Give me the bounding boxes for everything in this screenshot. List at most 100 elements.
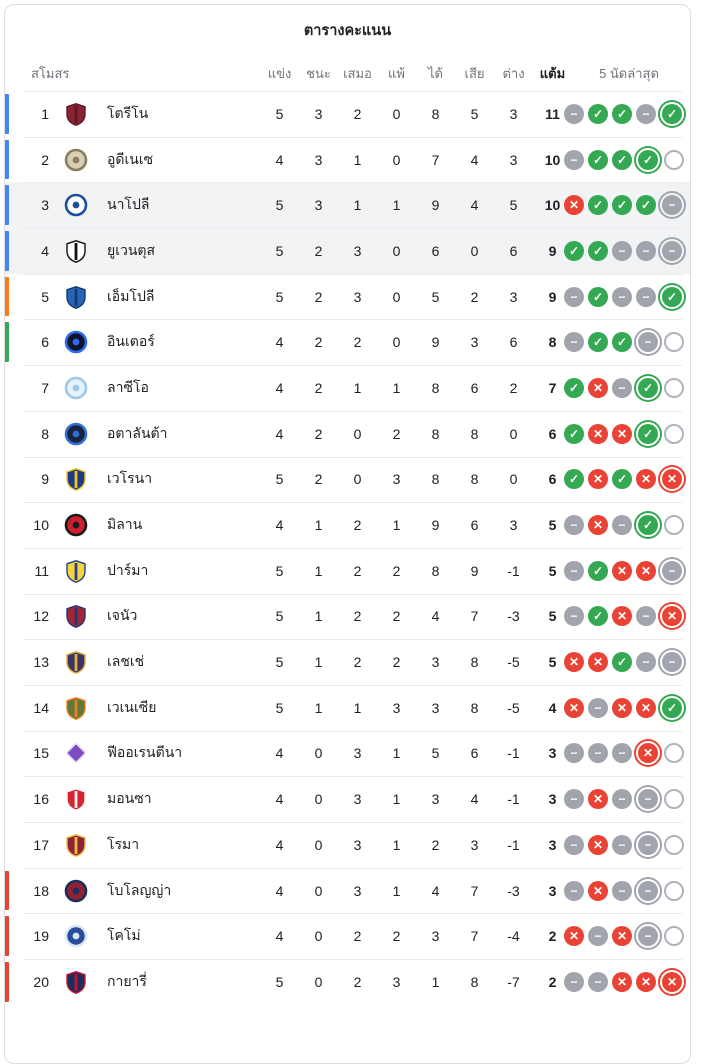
stat-played: 4 [275,928,284,945]
table-row[interactable]: 11 ปาร์มา 5 1 2 2 8 9 -1 5− ✓ ✕ ✕ − [5,547,690,594]
qualification-bar [5,94,9,134]
team-name[interactable]: ยูเวนตุส [107,241,156,258]
stat-goal-diff: 0 [509,425,518,442]
stat-loss: 1 [392,517,401,534]
stat-win: 1 [314,699,323,716]
table-row[interactable]: 9 เวโรนา 5 2 0 3 8 8 0 6 ✓ ✕ ✓ ✕ ✕ [5,456,690,503]
team-name[interactable]: ลาซีโอ [107,378,149,395]
position-number: 5 [41,288,49,305]
position-number: 16 [33,791,49,808]
form-last5: − ✓ ✓ − ✓ [564,103,690,124]
stat-goal-diff: -3 [507,608,520,625]
stat-goals-for: 4 [431,882,440,899]
form-upcoming-icon [664,880,684,901]
stat-goal-diff: 0 [509,471,518,488]
table-row[interactable]: 7 ลาซีโอ 4 2 1 1 8 6 2 7 ✓ ✕ − ✓ [5,365,690,411]
stat-win: 2 [314,425,323,442]
stat-draw: 2 [353,334,362,351]
table-row[interactable]: 3 นาโปลี 5 3 1 1 9 4 5 10 ✕ ✓ ✓ ✓ − [5,182,690,229]
stat-loss: 3 [392,699,401,716]
stat-goal-diff: 3 [509,151,518,168]
form-loss-icon: ✕ [612,971,632,992]
form-win-icon: ✓ [588,332,608,353]
team-name[interactable]: อูดีเนเซ [107,150,154,167]
table-row[interactable]: 10 มิลาน 4 1 2 1 9 6 3 5− ✕ − ✓ [5,502,690,548]
form-draw-icon: − [638,926,658,947]
team-name[interactable]: โบโลญญ่า [107,881,172,898]
stat-played: 5 [275,562,284,579]
form-draw-icon: − [612,515,632,536]
team-name[interactable]: เวเนเซีย [107,698,157,715]
team-name[interactable]: เอ็มโปลี [107,287,155,304]
page-title: ตารางคะแนน [303,22,392,39]
form-draw-icon: − [636,240,656,261]
team-name[interactable]: เลชเช่ [107,653,145,670]
team-name[interactable]: โรมา [107,835,140,852]
team-name[interactable]: เจนัว [107,607,138,624]
team-name[interactable]: มอนซา [107,790,152,807]
form-draw-icon: − [638,834,658,855]
stat-loss: 2 [392,425,401,442]
form-win-icon: ✓ [564,469,584,490]
form-upcoming-icon [664,377,684,398]
stat-goal-diff: 5 [509,197,518,214]
stat-win: 0 [314,973,323,990]
stat-played: 5 [275,654,284,671]
form-draw-icon: − [564,743,584,764]
form-last5: ✓ ✕ ✓ ✕ ✕ [564,469,690,490]
team-name[interactable]: โตรีโน [107,104,149,121]
position-number: 18 [33,882,49,899]
team-name[interactable]: โคโม่ [107,927,141,944]
stat-win: 3 [314,151,323,168]
stat-points: 9 [548,288,557,305]
position-number: 14 [33,699,49,716]
table-row[interactable]: 6 อินเตอร์ 4 2 2 0 9 3 6 8− ✓ ✓ − [5,319,690,366]
team-logo [57,559,95,583]
stat-goals-against: 5 [470,105,479,122]
column-played: แข่ง [267,65,292,81]
team-name[interactable]: กายารี่ [107,972,147,989]
team-name[interactable]: เวโรนา [107,470,153,487]
table-row[interactable]: 8 อตาลันต้า 4 2 0 2 8 8 0 6 ✓ ✕ ✕ ✓ [5,410,690,457]
table-row[interactable]: 20 กายารี่ 5 0 2 3 1 8 -7 2− − ✕ ✕ ✕ [5,959,690,1005]
table-row[interactable]: 19 โคโม่ 4 0 2 2 3 7 -4 2 ✕ − ✕ − [5,913,690,960]
stat-draw: 3 [353,242,362,259]
team-name[interactable]: นาโปลี [107,196,150,213]
position-number: 4 [41,242,49,259]
position-number: 11 [34,562,49,579]
form-loss-icon: ✕ [588,880,608,901]
form-upcoming-icon [664,743,684,764]
team-logo [57,604,95,629]
table-row[interactable]: 14 เวเนเซีย 5 1 1 3 3 8 -5 4 ✕ − ✕ ✕ ✓ [5,684,690,731]
stat-goals-for: 5 [431,288,440,305]
stat-draw: 2 [353,654,362,671]
table-row[interactable]: 4 ยูเวนตุส 5 2 3 0 6 0 6 9 ✓ ✓ − − − [5,228,690,274]
stat-points: 2 [548,928,557,945]
team-name[interactable]: ปาร์มา [107,561,149,578]
form-upcoming-icon [664,834,684,855]
team-logo [57,879,95,903]
table-row[interactable]: 13 เลชเช่ 5 1 2 2 3 8 -5 5 ✕ ✕ ✓ − − [5,639,690,685]
table-row[interactable]: 17 โรมา 4 0 3 1 2 3 -1 3− ✕ − − [5,822,690,868]
form-loss-icon: ✕ [612,697,632,718]
table-row[interactable]: 15 ฟีออเรนตีนา 4 0 3 1 5 6 -1 3− − − ✕ [5,730,690,777]
stat-goal-diff: 3 [509,288,518,305]
position-number: 20 [33,973,49,990]
table-row[interactable]: 18 โบโลญญ่า 4 0 3 1 4 7 -3 3− ✕ − − [5,867,690,914]
table-row[interactable]: 5 เอ็มโปลี 5 2 3 0 5 2 3 9− ✓ − − ✓ [5,273,690,320]
team-name[interactable]: อตาลันต้า [107,424,168,441]
stat-loss: 0 [392,105,401,122]
table-row[interactable]: 1 โตรีโน 5 3 2 0 8 5 3 11− ✓ ✓ − ✓ [5,91,690,137]
form-loss-icon: ✕ [662,606,682,627]
stat-draw: 0 [353,425,362,442]
table-row[interactable]: 16 มอนซา 4 0 3 1 3 4 -1 3− ✕ − − [5,776,690,822]
table-row[interactable]: 2 อูดีเนเซ 4 3 1 0 7 4 3 10− ✓ ✓ ✓ [5,136,690,183]
team-name[interactable]: อินเตอร์ [107,333,155,350]
form-win-icon: ✓ [638,377,658,398]
team-name[interactable]: ฟีออเรนตีนา [107,744,183,761]
table-row[interactable]: 12 เจนัว 5 1 2 2 4 7 -3 5− ✓ ✕ − ✕ [5,593,690,640]
team-name[interactable]: มิลาน [107,516,143,533]
team-logo [57,285,95,309]
stat-played: 4 [275,425,284,442]
stat-goals-for: 3 [431,928,440,945]
